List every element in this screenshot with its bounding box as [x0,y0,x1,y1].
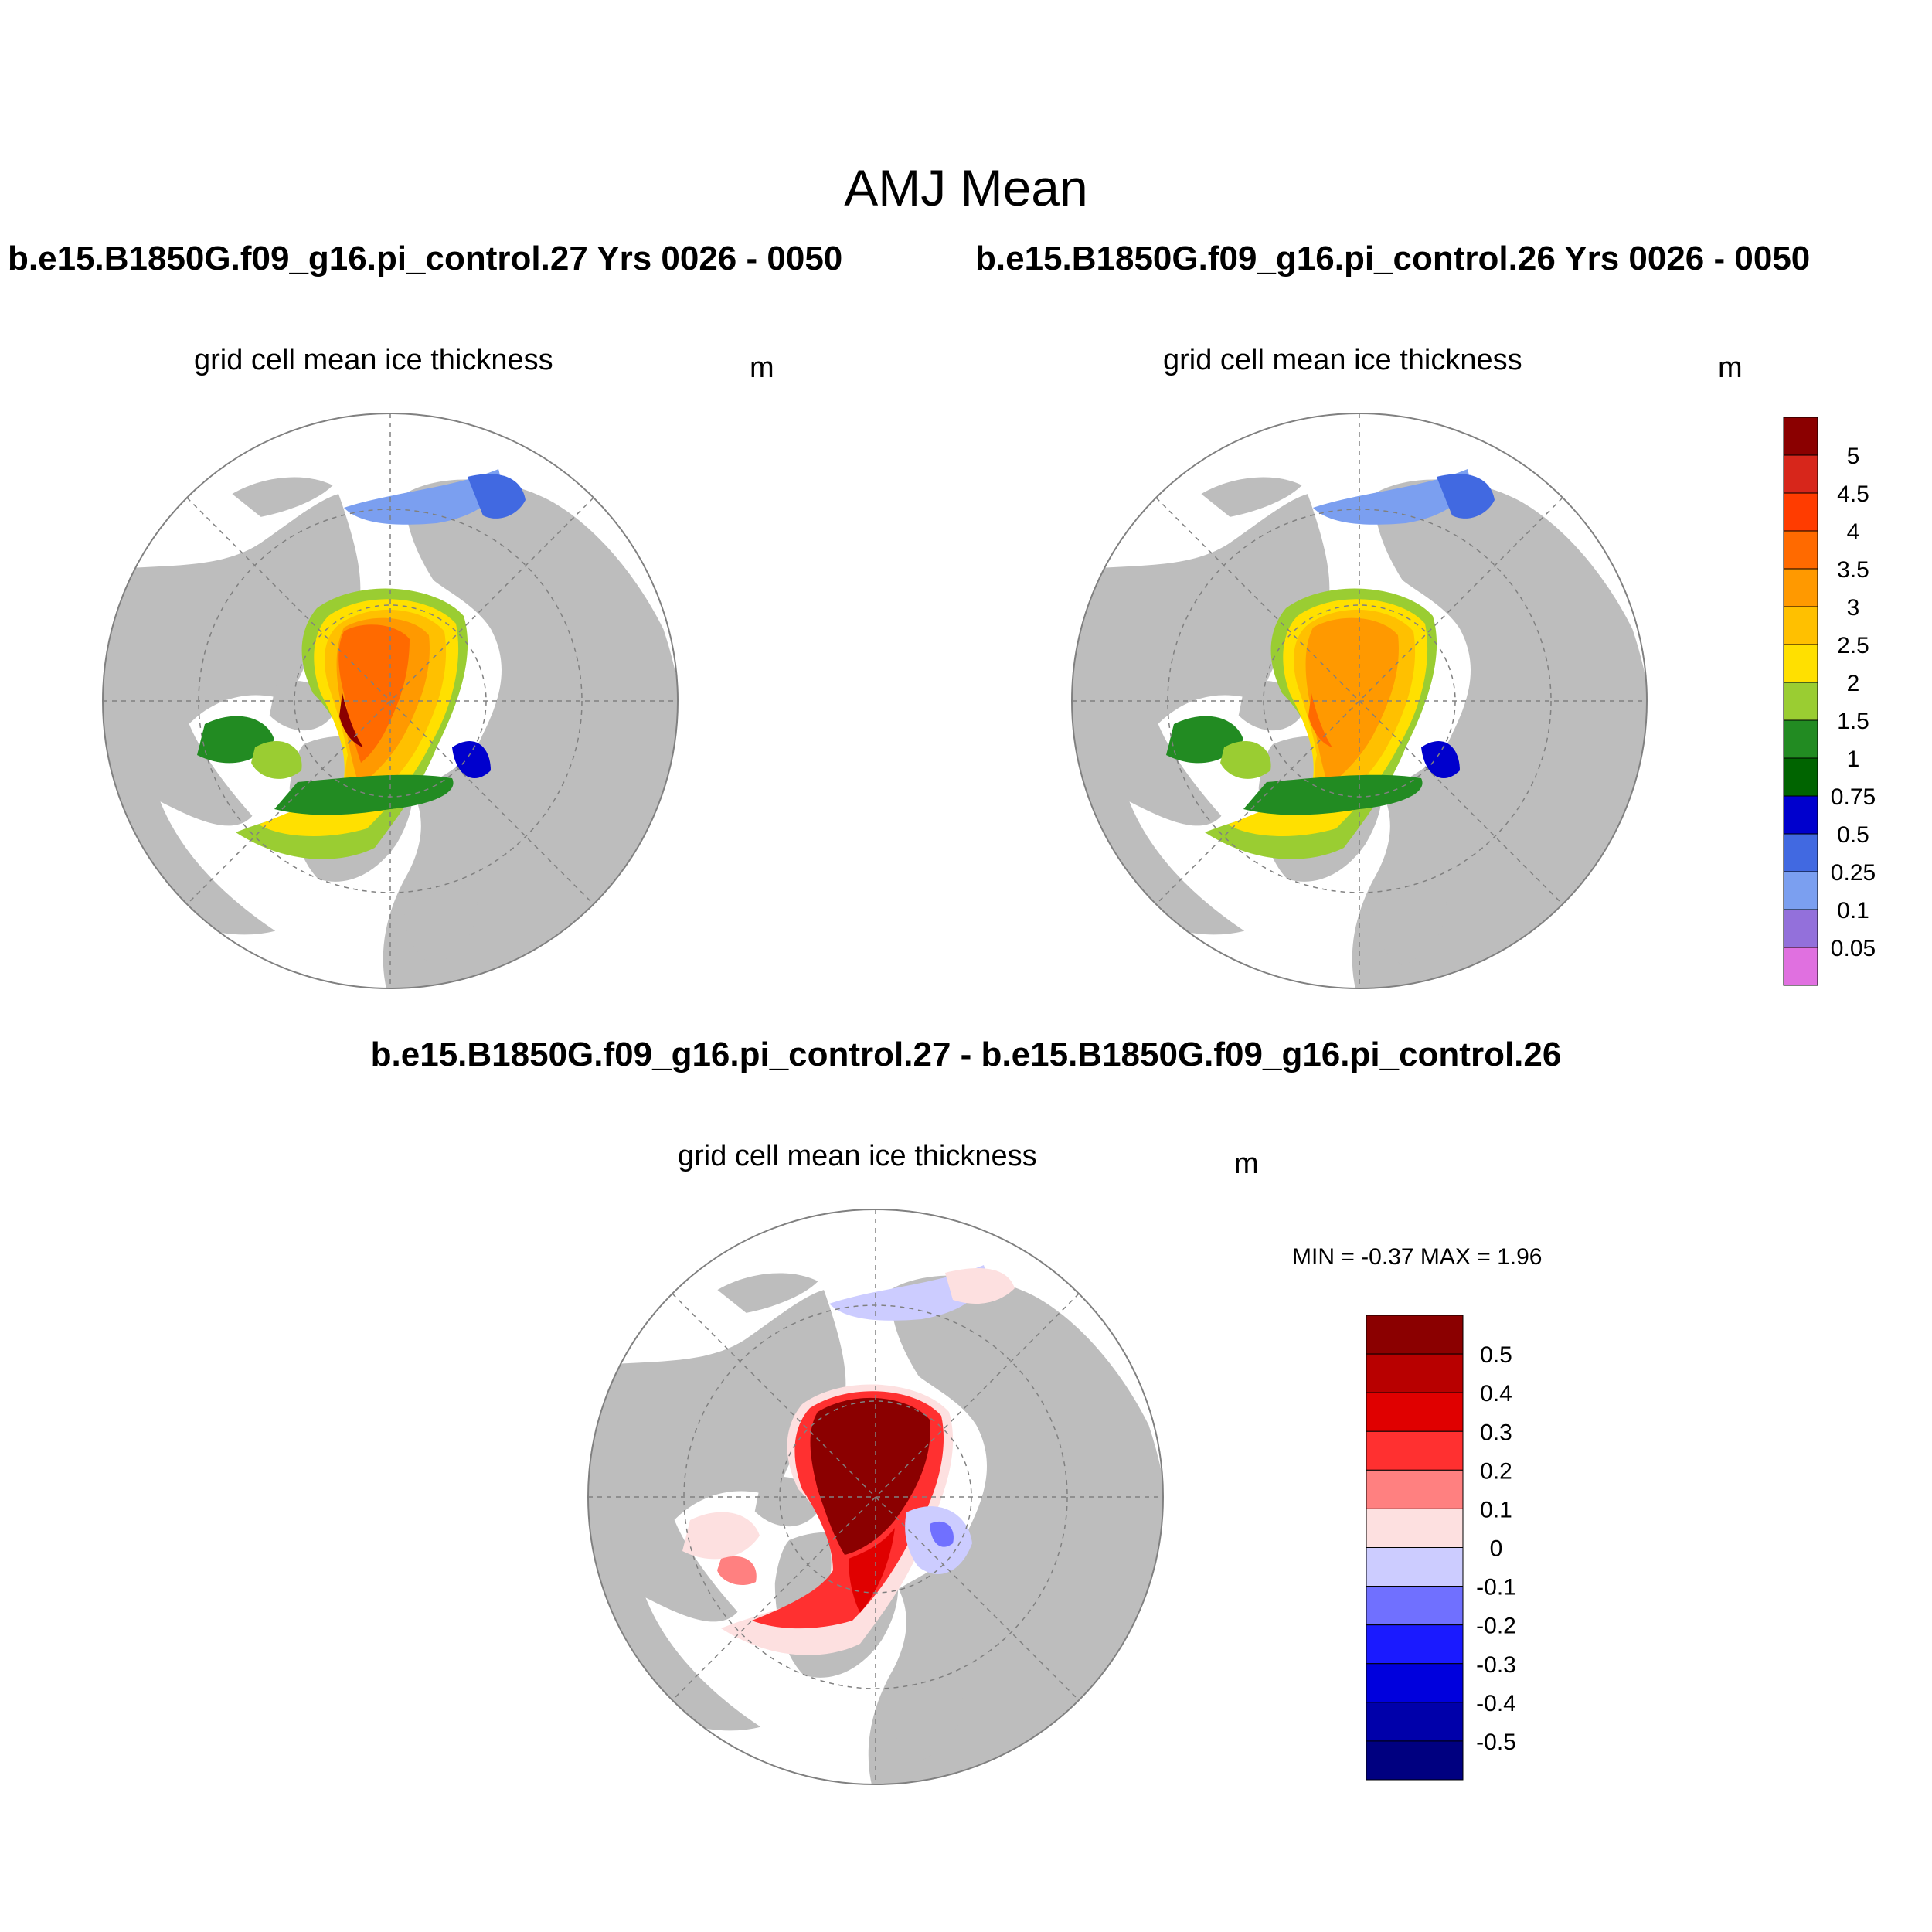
difference-colorbar-tick-label: 0.5 [1480,1342,1512,1368]
thickness-colorbar-swatch-7 [1783,682,1818,721]
case26-units-label: m [1718,352,1743,384]
thickness-colorbar-swatch-9 [1783,757,1818,797]
difference-colorbar-swatch-7 [1366,1586,1464,1626]
map-case26-graticule [1072,413,1647,988]
thickness-colorbar-swatch-12 [1783,871,1818,910]
difference-colorbar: 0.5 0.4 0.3 0.2 0.1 0 -0.1 -0.2 -0.3 -0.4 -0.5 [1366,1315,1516,1781]
thickness-colorbar-swatch-14 [1783,947,1818,986]
difference-colorbar-swatch-11 [1366,1740,1464,1781]
map-case27-border [102,413,679,989]
thickness-colorbar-swatch-3 [1783,530,1818,570]
difference-units-label: m [1234,1148,1259,1180]
difference-colorbar-tick-label: -0.1 [1476,1575,1516,1600]
thickness-colorbar-tick-label: 3.5 [1837,557,1869,583]
thickness-colorbar-tick-label: 0.05 [1831,936,1876,961]
thickness-colorbar-swatch-10 [1783,795,1818,835]
map-difference-border [587,1209,1164,1785]
difference-colorbar-swatch-5 [1366,1508,1464,1548]
map-case27-graticule [103,413,678,988]
difference-colorbar-swatch-1 [1366,1353,1464,1393]
difference-title: b.e15.B1850G.f09_g16.pi_control.27 - b.e… [370,1036,1562,1073]
thickness-colorbar-tick-label: 4.5 [1837,481,1869,507]
thickness-colorbar-tick-label: 0.1 [1837,898,1869,923]
thickness-colorbar-tick-label: 3 [1847,595,1860,621]
thickness-colorbar-swatch-11 [1783,833,1818,872]
thickness-colorbar-swatch-13 [1783,909,1818,948]
thickness-colorbar-swatch-2 [1783,492,1818,532]
map-case26-ice-field [1166,469,1495,859]
difference-colorbar-tick-label: 0.3 [1480,1420,1512,1445]
thickness-colorbar-tick-label: 5 [1847,444,1860,469]
map-difference-graticule [588,1209,1163,1784]
thickness-colorbar-swatch-1 [1783,454,1818,494]
thickness-colorbar-tick-label: 0.75 [1831,784,1876,810]
thickness-colorbar-swatch-4 [1783,568,1818,607]
difference-colorbar-swatch-6 [1366,1547,1464,1587]
difference-colorbar-tick-label: -0.5 [1476,1730,1516,1755]
difference-variable-label: grid cell mean ice thickness [678,1140,1037,1172]
case27-title: b.e15.B1850G.f09_g16.pi_control.27 Yrs 0… [8,240,843,277]
difference-colorbar-tick-label: 0 [1490,1536,1503,1562]
thickness-colorbar-swatch-5 [1783,606,1818,645]
thickness-colorbar-swatch-8 [1783,719,1818,759]
difference-colorbar-swatch-10 [1366,1702,1464,1742]
difference-colorbar-tick-label: -0.3 [1476,1652,1516,1678]
difference-colorbar-swatch-3 [1366,1430,1464,1471]
thickness-colorbar-tick-label: 2 [1847,671,1860,696]
case26-variable-label: grid cell mean ice thickness [1163,344,1522,376]
map-case26-border [1071,413,1648,989]
thickness-colorbar-tick-label: 4 [1847,519,1860,545]
thickness-colorbar-tick-label: 0.5 [1837,822,1869,848]
difference-colorbar-swatch-8 [1366,1624,1464,1665]
difference-colorbar-tick-label: -0.2 [1476,1614,1516,1639]
case26-title: b.e15.B1850G.f09_g16.pi_control.26 Yrs 0… [975,240,1811,277]
difference-minmax-label: MIN = -0.37 MAX = 1.96 [1292,1244,1543,1270]
difference-colorbar-tick-label: 0.1 [1480,1497,1512,1522]
difference-colorbar-tick-label: -0.4 [1476,1691,1516,1716]
difference-colorbar-swatch-2 [1366,1392,1464,1432]
thickness-colorbar: 5 4.5 4 3.5 3 2.5 2 1.5 1 0.75 0.5 0.25 0.1 0.05 [1783,417,1876,986]
difference-colorbar-tick-label: 0.2 [1480,1458,1512,1484]
map-case27-ice-field [197,469,526,859]
figure-title: AMJ Mean [844,159,1088,216]
thickness-colorbar-tick-label: 1.5 [1837,709,1869,734]
difference-colorbar-swatch-4 [1366,1469,1464,1509]
thickness-colorbar-tick-label: 2.5 [1837,633,1869,658]
case27-units-label: m [750,352,774,384]
thickness-colorbar-swatch-0 [1783,417,1818,456]
difference-colorbar-tick-label: 0.4 [1480,1381,1512,1406]
map-difference-field [682,1265,1015,1655]
case27-variable-label: grid cell mean ice thickness [194,344,553,376]
thickness-colorbar-tick-label: 0.25 [1831,860,1876,886]
thickness-colorbar-swatch-6 [1783,644,1818,683]
difference-colorbar-swatch-0 [1366,1315,1464,1355]
map-case26 [1071,413,1648,989]
map-case27 [102,413,679,989]
map-difference [587,1209,1164,1785]
difference-colorbar-swatch-9 [1366,1663,1464,1703]
thickness-colorbar-tick-label: 1 [1847,747,1860,772]
